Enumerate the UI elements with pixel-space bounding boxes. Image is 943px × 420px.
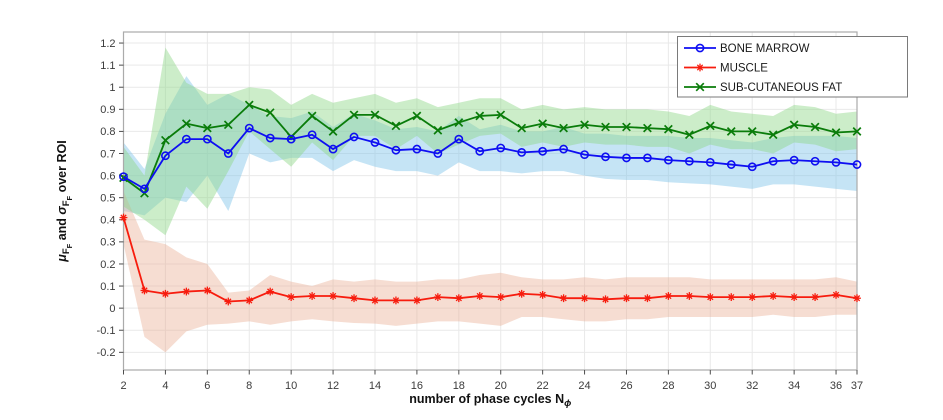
x-tick-label: 24 (578, 380, 590, 392)
confidence-band-bone-marrow (123, 76, 857, 216)
y-axis-label: μFF and σFF over ROI (55, 140, 74, 262)
series-bone-marrow (119, 123, 862, 194)
x-tick-label: 8 (246, 380, 252, 392)
legend-item-muscle: MUSCLE (684, 63, 768, 75)
y-tick-label: 0.9 (100, 104, 115, 116)
y-tick-label: 0.7 (100, 148, 115, 160)
x-tick-label: 10 (285, 380, 297, 392)
legend-label: BONE MARROW (720, 43, 810, 55)
legend: BONE MARROW MUSCLE SUB-CUTANEOUS FAT (677, 36, 908, 98)
axis-ticks (119, 42, 858, 375)
x-tick-label: 22 (537, 380, 549, 392)
y-tick-label: 0.3 (100, 237, 115, 249)
y-tick-label: 0.2 (100, 259, 115, 271)
confidence-band-muscle (123, 191, 857, 353)
y-tick-label: 0.5 (100, 192, 115, 204)
y-tick-label: 0.8 (100, 126, 115, 138)
y-tick-label: 0.1 (100, 281, 115, 293)
x-axis-label: number of phase cycles Nϕ (409, 392, 571, 409)
legend-item-bone-marrow: BONE MARROW (684, 43, 810, 55)
legend-label: SUB-CUTANEOUS FAT (720, 82, 842, 94)
x-tick-label: 37 (851, 380, 863, 392)
y-tick-label: 1 (109, 82, 115, 94)
x-tick-label: 32 (746, 380, 758, 392)
legend-item-sub-cutaneous-fat: SUB-CUTANEOUS FAT (684, 82, 842, 94)
x-tick-label: 18 (453, 380, 465, 392)
x-tick-label: 16 (411, 380, 423, 392)
y-tick-label: 0.4 (100, 215, 115, 227)
x-tick-label: 6 (204, 380, 210, 392)
y-tick-label: 0.6 (100, 170, 115, 182)
x-tick-label: 28 (662, 380, 674, 392)
x-tick-label: 26 (620, 380, 632, 392)
y-tick-label: -0.1 (97, 325, 116, 337)
y-tick-label: 1.1 (100, 60, 115, 72)
grid-lines (123, 32, 858, 370)
x-tick-label: 4 (162, 380, 168, 392)
x-tick-label: 14 (369, 380, 381, 392)
x-tick-label: 36 (830, 380, 842, 392)
y-tick-label: -0.2 (97, 347, 116, 359)
legend-label: MUSCLE (720, 63, 768, 75)
x-tick-label: 2 (120, 380, 126, 392)
tick-labels: 2 4 6 8 10 12 14 16 18 20 22 24 26 28 30 32 34 36 37-0.2-0… (97, 38, 864, 392)
x-tick-label: 12 (327, 380, 339, 392)
series-sub-cutaneous-fat (119, 100, 862, 198)
axis-box (122, 31, 858, 371)
y-tick-label: 1.2 (100, 38, 115, 50)
series-muscle (119, 213, 861, 306)
y-tick-label: 0 (109, 303, 115, 315)
x-tick-label: 30 (704, 380, 716, 392)
x-tick-label: 34 (788, 380, 800, 392)
x-tick-label: 20 (495, 380, 507, 392)
